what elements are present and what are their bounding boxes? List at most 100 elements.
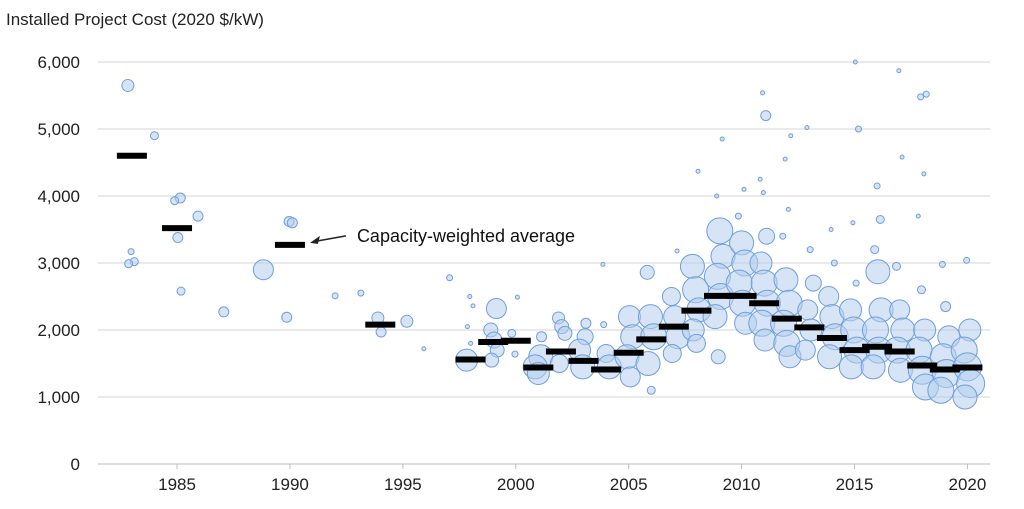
project-bubble [891,261,901,271]
project-bubble [753,328,777,352]
project-bubble [706,217,734,245]
project-bubble [915,213,921,219]
project-bubble [446,274,454,282]
project-bubble [852,59,858,65]
project-bubble [331,292,339,300]
project-bubble [464,324,470,330]
x-tick-label: 1995 [384,475,422,494]
project-bubble [357,289,365,297]
project-bubble [619,366,641,388]
project-bubble [149,131,159,141]
project-bubble [218,306,230,318]
project-bubble [921,171,927,177]
x-tick-label: 2005 [610,475,648,494]
project-bubble [695,168,701,174]
project-bubble [470,303,476,309]
project-bubble [468,340,474,346]
project-bubble [927,376,955,404]
project-bubble [952,384,978,410]
annotation-arrowhead [309,235,320,244]
project-bubble [896,68,902,74]
project-bubble [870,245,880,255]
project-bubble [536,331,548,343]
project-bubble [281,311,293,323]
y-tick-label: 3,000 [37,254,80,273]
project-bubble [817,344,843,370]
project-bubble [679,253,705,279]
x-tick-label: 2015 [836,475,874,494]
project-bubble [639,264,655,280]
project-bubble [785,206,791,212]
project-bubble [617,305,641,329]
x-tick-label: 2020 [949,475,987,494]
y-tick-label: 6,000 [37,53,80,72]
project-bubble [758,227,776,245]
project-bubble [662,343,682,363]
project-bubble [850,220,856,226]
project-bubble [485,298,507,320]
project-bubble [830,259,838,267]
project-bubble [252,259,274,281]
project-bubble [661,287,681,306]
project-bubble [852,279,860,287]
project-bubble [938,260,946,268]
annotation: Capacity-weighted average [309,226,575,246]
project-bubble [511,350,519,358]
project-bubble [557,325,573,341]
project-bubble [127,248,135,256]
project-bubble [760,90,766,96]
project-bubble [757,176,763,182]
y-tick-label: 5,000 [37,120,80,139]
project-bubble [804,274,822,292]
project-bubble [170,196,180,206]
y-tick-label: 1,000 [37,388,80,407]
x-tick-label: 2000 [497,475,535,494]
project-bubble [580,317,592,329]
project-bubble [635,351,661,376]
project-bubble [176,286,186,296]
project-bubble [674,248,680,254]
x-axis-ticks: 1985 1990 1995 2000 2005 2010 2015 2020 [158,464,986,494]
y-axis-title: Installed Project Cost (2020 $/kW) [6,10,264,29]
project-bubble [940,301,952,313]
project-bubble [804,125,810,131]
project-bubble [782,156,788,162]
project-bubble [549,354,569,373]
project-bubble [400,314,414,328]
project-bubble [714,193,720,199]
project-bubble [375,326,387,338]
project-bubble [686,333,706,353]
project-bubble [779,232,787,240]
project-bubble [734,212,742,220]
project-bubble [741,186,747,192]
project-bubble [875,214,885,224]
project-bubble [172,232,184,244]
project-bubble [873,182,881,190]
project-bubble [860,354,886,380]
project-bubble [794,339,816,361]
y-axis-ticks: 0 1,000 2,000 3,000 4,000 5,000 6,000 [37,53,80,474]
project-bubble [286,217,298,229]
y-tick-label: 0 [71,455,80,474]
gridlines [98,61,990,465]
project-bubble [917,93,925,101]
project-bubble [922,90,930,98]
project-bubble [899,154,905,160]
project-bubble [963,256,971,264]
project-bubble [838,354,864,380]
project-bubble [773,267,799,293]
project-bubble [855,125,863,133]
project-bubble [710,349,726,365]
annotation-arrow [317,235,347,242]
project-bubble [507,328,517,338]
project-bubble [421,346,427,352]
project-bubble [514,294,520,300]
project-bubble [121,78,135,92]
x-tick-label: 2010 [723,475,761,494]
project-bubble [600,261,606,267]
project-bubble [646,385,656,395]
project-bubble [124,259,134,269]
project-bubble [916,285,926,295]
project-bubble [818,286,840,307]
